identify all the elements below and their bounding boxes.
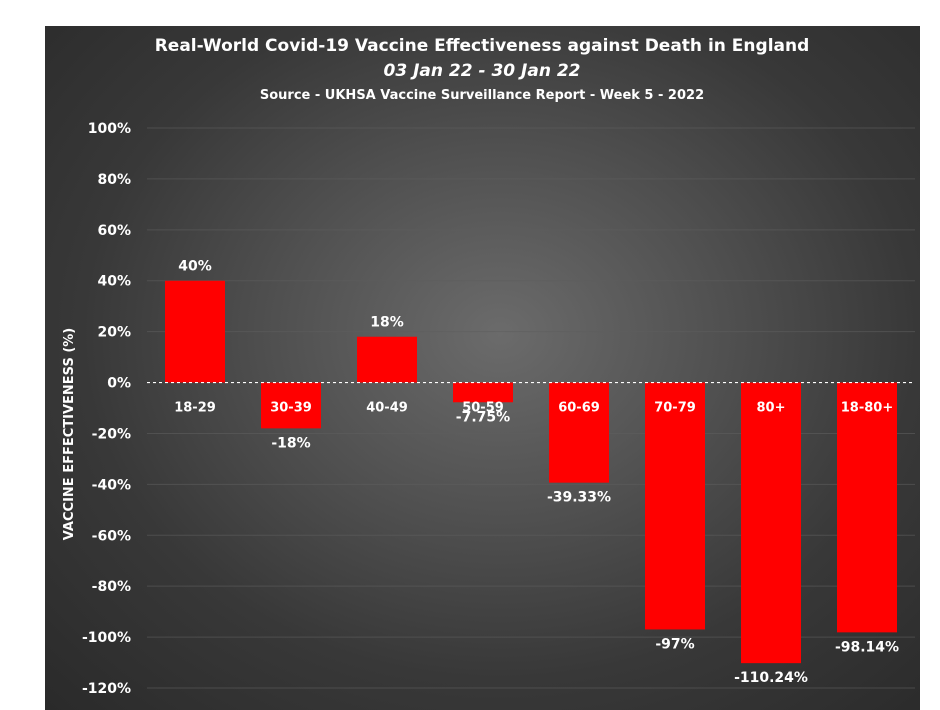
data-label: -98.14% [835,639,899,655]
bar-18-29 [165,280,225,383]
y-axis-title: VACCINE EFFECTIVENESS (%) [62,328,77,541]
category-label: 18-29 [174,401,216,416]
chart-source: Source - UKHSA Vaccine Surveillance Repo… [260,88,704,103]
y-tick-label: -120% [82,681,131,697]
data-label: -18% [271,435,310,451]
y-tick-label: 20% [97,325,131,341]
y-tick-label: -20% [92,426,131,442]
data-label: -97% [655,636,694,652]
data-labels: 40% -18% 18% -7.75% -39.33% -97% -110.24% -98.1… [178,259,899,686]
y-tick-label: -40% [92,477,131,493]
y-tick-label: -100% [82,630,131,646]
y-tick-label: 40% [97,274,131,290]
y-tick-label: 80% [97,172,131,188]
data-label: -110.24% [734,670,808,686]
data-label: -39.33% [547,490,611,506]
bar-18-80+ [837,382,897,633]
y-axis-ticks: 100% 80% 60% 40% 20% 0% -20% -40% -60% -80% -100% -… [82,121,131,697]
category-label: 40-49 [366,401,408,416]
category-label: 80+ [757,401,786,416]
chart-area: 100% 80% 60% 40% 20% 0% -20% -40% -60% -80% -100% -… [45,26,920,710]
bars [165,280,897,664]
y-tick-label: -80% [92,579,131,595]
bar-50-59 [453,382,513,403]
data-label: 18% [370,315,404,331]
data-label: 40% [178,259,212,275]
bar-40-49 [357,336,417,383]
bar-60-69 [549,382,609,483]
y-tick-label: 0% [107,376,131,392]
category-label: 70-79 [654,401,696,416]
data-label: -7.75% [456,409,510,425]
bar-80+ [741,382,801,664]
bar-chart: 100% 80% 60% 40% 20% 0% -20% -40% -60% -80% -100% -… [62,36,915,697]
bar-30-39 [261,382,321,429]
y-tick-label: -60% [92,528,131,544]
bar-70-79 [645,382,705,630]
chart-subtitle: 03 Jan 22 - 30 Jan 22 [384,61,581,81]
chart-title: Real-World Covid-19 Vaccine Effectivenes… [155,36,810,56]
category-label: 50-59 [462,401,504,416]
y-tick-label: 60% [97,223,131,239]
category-label: 60-69 [558,401,600,416]
category-label: 30-39 [270,401,312,416]
category-label: 18-80+ [841,401,893,416]
y-tick-label: 100% [88,121,131,137]
category-labels: 18-29 30-39 40-49 50-59 60-69 70-79 80+ 18-80+ [174,401,893,416]
